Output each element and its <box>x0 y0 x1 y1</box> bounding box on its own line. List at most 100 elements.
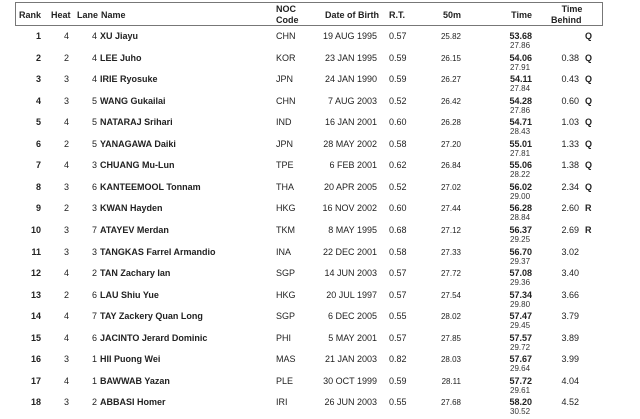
noc-code: TPE <box>276 160 294 171</box>
lap-split: 27.86 <box>510 105 531 115</box>
lap-split: 29.45 <box>510 321 531 331</box>
date-of-birth: 23 JAN 1995 <box>324 52 377 63</box>
header-rank: Rank <box>18 10 41 20</box>
table-row: 14 4 7 TAY Zackery Quan Long SGP 6 DEC 2… <box>0 311 640 333</box>
split-50m: 27.68 <box>440 398 461 408</box>
header-time: Time <box>511 10 532 20</box>
heat: 2 <box>64 203 70 214</box>
lane: 2 <box>91 268 97 279</box>
time-behind: 3.66 <box>561 289 579 300</box>
heat: 4 <box>64 31 70 41</box>
table-row: 6 2 5 YANAGAWA Daiki JPN 28 MAY 2002 0.5… <box>0 139 640 161</box>
reaction-time: 0.60 <box>389 117 407 128</box>
time-behind: 3.89 <box>561 332 579 343</box>
lap-split: 29.37 <box>510 256 531 266</box>
rank: 8 <box>35 181 41 192</box>
noc-code: INA <box>276 246 292 257</box>
final-time: 54.28 <box>509 95 532 106</box>
split-50m: 27.12 <box>440 225 461 235</box>
split-50m: 27.72 <box>440 269 461 279</box>
table-row: 16 3 1 HII Puong Wei MAS 21 JAN 2003 0.8… <box>0 354 640 376</box>
lap-split: 29.36 <box>510 278 531 288</box>
header-noc: NOC <box>276 4 296 14</box>
athlete-name: TAY Zackery Quan Long <box>100 311 203 322</box>
reaction-time: 0.57 <box>389 332 407 343</box>
split-50m: 26.15 <box>440 53 461 63</box>
noc-code: HKG <box>276 203 296 214</box>
split-50m: 27.54 <box>440 290 461 300</box>
final-time: 56.70 <box>509 246 532 257</box>
header-name: Name <box>101 10 126 20</box>
split-50m: 27.33 <box>440 247 461 257</box>
athlete-name: KWAN Hayden <box>100 203 163 214</box>
athlete-name: HII Puong Wei <box>100 354 161 365</box>
lap-split: 29.64 <box>510 364 531 374</box>
header-lane: Lane <box>77 10 99 20</box>
lap-split: 29.61 <box>510 385 531 395</box>
final-time: 54.71 <box>509 117 532 128</box>
reaction-time: 0.62 <box>389 160 407 171</box>
rank: 3 <box>35 74 41 85</box>
noc-code: CHN <box>276 95 296 106</box>
final-time: 55.06 <box>509 160 532 171</box>
rank: 13 <box>30 289 41 300</box>
rank: 18 <box>30 397 41 408</box>
split-50m: 28.11 <box>441 376 461 386</box>
date-of-birth: 16 JAN 2001 <box>324 117 377 128</box>
split-50m: 26.27 <box>440 75 461 85</box>
athlete-name: CHUANG Mu-Lun <box>100 160 175 171</box>
time-behind: 2.34 <box>561 181 579 192</box>
reaction-time: 0.82 <box>389 354 407 365</box>
rank: 2 <box>35 52 41 63</box>
final-time: 57.72 <box>509 375 532 386</box>
final-time: 56.02 <box>509 181 532 192</box>
qualification-mark: R <box>585 203 592 214</box>
noc-code: THA <box>276 181 294 192</box>
date-of-birth: 24 JAN 1990 <box>324 74 377 85</box>
athlete-name: IRIE Ryosuke <box>100 74 158 85</box>
heat: 3 <box>64 181 70 192</box>
athlete-name: TAN Zachary Ian <box>100 268 171 279</box>
reaction-time: 0.57 <box>389 268 407 279</box>
table-row: 1 4 4 XU Jiayu CHN 19 AUG 1995 0.57 25.8… <box>0 31 640 53</box>
athlete-name: BAWWAB Yazan <box>100 375 170 386</box>
lane: 5 <box>91 95 97 106</box>
athlete-name: XU Jiayu <box>100 31 139 41</box>
lap-split: 27.81 <box>510 148 531 158</box>
heat: 2 <box>64 52 70 63</box>
reaction-time: 0.58 <box>389 246 407 257</box>
time-behind: 1.33 <box>561 138 579 149</box>
date-of-birth: 20 JUL 1997 <box>326 289 377 300</box>
header-time-behind-2: Behind <box>551 15 582 25</box>
athlete-name: TANGKAS Farrel Armandio <box>100 246 216 257</box>
lap-split: 27.84 <box>510 84 531 94</box>
athlete-name: KANTEEMOOL Tonnam <box>100 181 201 192</box>
lap-split: 29.80 <box>510 299 531 309</box>
heat: 4 <box>64 375 70 386</box>
lane: 1 <box>91 354 97 365</box>
lap-split: 28.43 <box>510 127 531 137</box>
lap-split: 29.72 <box>510 342 531 352</box>
time-behind: 4.04 <box>561 375 579 386</box>
lane: 3 <box>91 160 97 171</box>
date-of-birth: 16 NOV 2002 <box>322 203 377 214</box>
lap-split: 29.25 <box>510 234 531 244</box>
rank: 4 <box>35 95 41 106</box>
time-behind: 0.43 <box>561 74 579 85</box>
final-time: 57.67 <box>509 354 532 365</box>
lap-split: 28.84 <box>510 213 531 223</box>
reaction-time: 0.57 <box>389 31 407 41</box>
split-50m: 27.02 <box>440 182 461 192</box>
rank: 7 <box>35 160 41 171</box>
date-of-birth: 28 MAY 2002 <box>323 138 377 149</box>
lane: 6 <box>91 289 97 300</box>
time-behind: 0.38 <box>561 52 579 63</box>
noc-code: CHN <box>276 31 296 41</box>
header-time-behind-1: Time <box>561 4 583 14</box>
date-of-birth: 19 AUG 1995 <box>322 31 377 41</box>
header-dob: Date of Birth <box>325 10 379 20</box>
lane: 7 <box>91 311 97 322</box>
reaction-time: 0.52 <box>389 181 407 192</box>
time-behind: 3.40 <box>561 268 579 279</box>
lane: 4 <box>91 52 97 63</box>
